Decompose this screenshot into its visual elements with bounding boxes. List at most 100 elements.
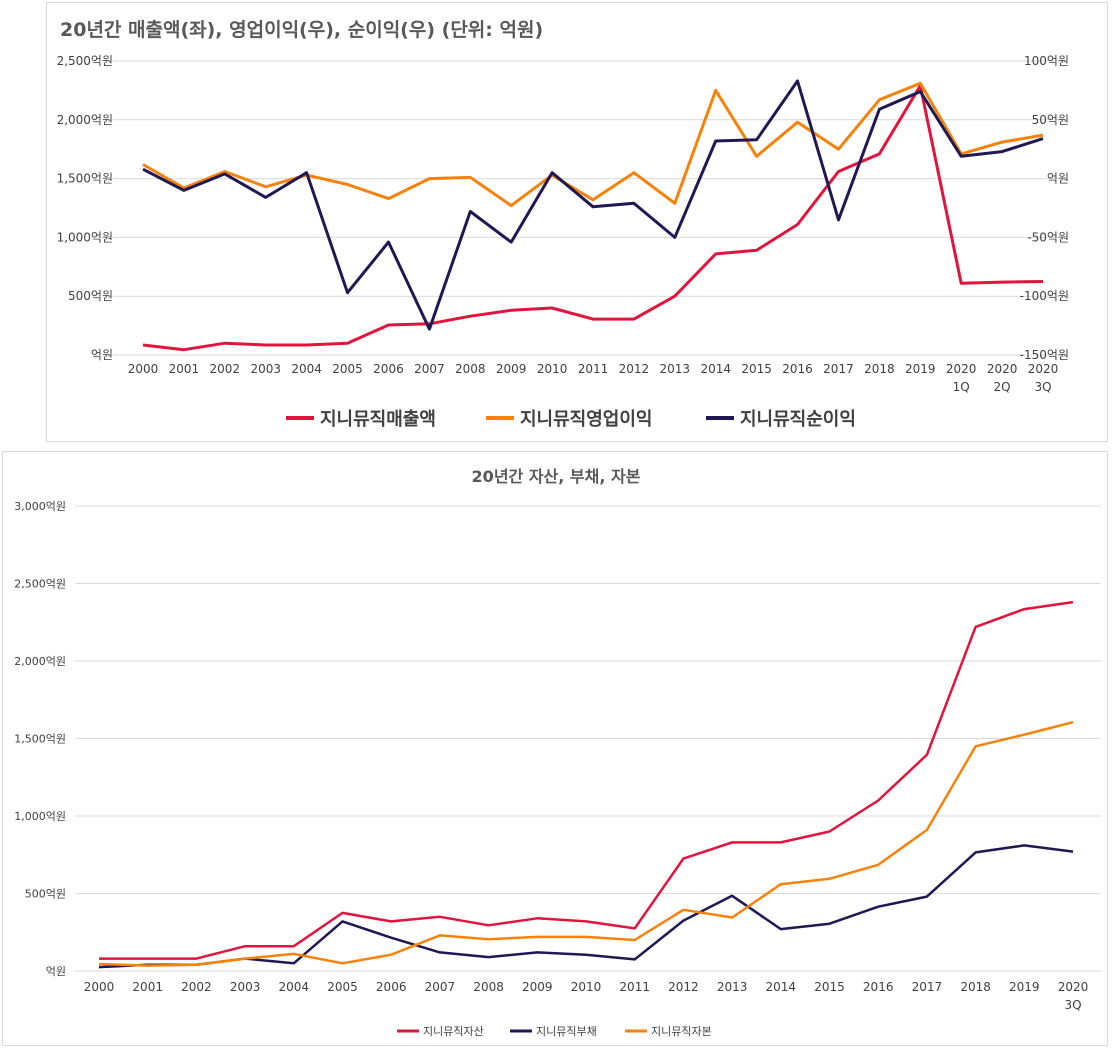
x-tick-label: 2008	[455, 362, 486, 376]
y-tick-label: 500억원	[25, 888, 66, 901]
x-tick-label: 2005	[327, 980, 358, 994]
legend-label: 지니뮤직순이익	[740, 409, 856, 430]
revenue-profit-chart-panel: 20년간 매출액(좌), 영업이익(우), 순이익(우) (단위: 억원) 2,5…	[46, 2, 1108, 442]
x-tick-label-line: 2001	[169, 362, 200, 376]
y-left-tick-label: 억원	[91, 348, 113, 362]
x-tick-label: 2000	[128, 362, 159, 376]
x-tick-label: 2019	[1009, 980, 1040, 994]
x-tick-label-line: 2007	[414, 362, 445, 376]
x-tick-label-line: 2014	[700, 362, 731, 376]
series-line	[99, 600, 1074, 960]
x-tick-label-line: 2001	[132, 980, 163, 994]
x-tick-label: 2014	[700, 362, 731, 376]
x-tick-label-line: 2000	[84, 980, 115, 994]
x-tick-label-line: 2011	[578, 362, 609, 376]
x-tick-label-line: 2011	[619, 980, 650, 994]
x-tick-label: 2019	[905, 362, 936, 376]
x-tick-label-line: 2008	[473, 980, 504, 994]
y-left-tick-label: 1,000억원	[57, 230, 113, 244]
x-tick-label-line: 2012	[619, 362, 650, 376]
x-tick-label-line: 3Q	[1034, 380, 1051, 394]
x-tick-label-line: 2010	[571, 980, 602, 994]
x-tick-label-line: 2007	[425, 980, 456, 994]
x-tick-label-line: 2000	[128, 362, 159, 376]
x-tick-label-line: 2013	[660, 362, 691, 376]
y-right-tick-label: 억원	[1047, 172, 1069, 186]
x-tick-label-line: 2013	[717, 980, 748, 994]
series-line	[142, 84, 1044, 352]
x-tick-label: 2011	[578, 362, 609, 376]
asset-liability-equity-chart: 20년간 자산, 부채, 자본 3,000억원 2,500억원 2,000억원 1,50…	[14, 467, 1101, 1038]
y-tick-label: 2,500억원	[14, 578, 66, 591]
x-tick-label-line: 2018	[864, 362, 895, 376]
revenue-profit-chart: 20년간 매출액(좌), 영업이익(우), 순이익(우) (단위: 억원) 2,5…	[57, 19, 1069, 430]
x-tick-label: 2009	[522, 980, 553, 994]
series-line	[98, 720, 1074, 967]
x-tick-label: 2012	[619, 362, 650, 376]
x-tick-label-line: 2020	[946, 362, 977, 376]
asset-liability-equity-chart-panel: 20년간 자산, 부채, 자본 3,000억원 2,500억원 2,000억원 1,50…	[2, 451, 1108, 1046]
y-right-tick-label: -50억원	[1027, 230, 1069, 244]
x-tick-label: 2002	[181, 980, 212, 994]
x-tick-label-line: 2010	[537, 362, 568, 376]
chart-title: 20년간 매출액(좌), 영업이익(우), 순이익(우) (단위: 억원)	[60, 19, 543, 41]
y-right-tick-label: -100억원	[1020, 289, 1069, 303]
x-tick-label: 2013	[660, 362, 691, 376]
x-tick-label: 2007	[414, 362, 445, 376]
x-tick-label-line: 2020	[1058, 980, 1089, 994]
y-left-tick-label: 2,500억원	[57, 54, 113, 68]
x-tick-label-line: 2016	[863, 980, 894, 994]
x-tick-label: 2016	[863, 980, 894, 994]
x-tick-label: 2006	[373, 362, 404, 376]
x-tick-label-line: 2009	[496, 362, 527, 376]
x-tick-label-line: 2003	[250, 362, 281, 376]
x-tick-label: 2009	[496, 362, 527, 376]
x-tick-label: 2010	[571, 980, 602, 994]
y-right-tick-label: 50억원	[1032, 113, 1069, 127]
y-right-tick-label: -150억원	[1020, 348, 1069, 362]
x-tick-label-line: 2005	[327, 980, 358, 994]
x-tick-label-line: 2006	[373, 362, 404, 376]
y-tick-label: 2,000억원	[14, 655, 66, 668]
y-tick-label: 억원	[46, 965, 66, 978]
x-tick-label: 2017	[823, 362, 854, 376]
legend-label: 지니뮤직자산	[423, 1025, 484, 1038]
x-tick-label: 2001	[169, 362, 200, 376]
x-tick-label-line: 2020	[1028, 362, 1059, 376]
x-tick-label: 2010	[537, 362, 568, 376]
x-tick-label-line: 2016	[782, 362, 813, 376]
x-tick-label-line: 2018	[960, 980, 991, 994]
x-tick-label-line: 2003	[230, 980, 261, 994]
series-line	[142, 79, 1044, 331]
x-tick-label-line: 1Q	[953, 380, 970, 394]
x-tick-label: 2015	[814, 980, 845, 994]
x-tick-label: 2018	[960, 980, 991, 994]
x-tick-label-line: 2005	[332, 362, 363, 376]
y-tick-label: 1,000억원	[14, 810, 66, 823]
x-tick-label-line: 2019	[905, 362, 936, 376]
x-tick-label: 2020 3Q	[1058, 980, 1089, 1012]
x-tick-label-line: 2017	[912, 980, 943, 994]
x-tick-label: 2020 2Q	[987, 362, 1018, 394]
x-tick-label: 2018	[864, 362, 895, 376]
x-tick-label-line: 2004	[291, 362, 322, 376]
x-tick-label-line: 2006	[376, 980, 407, 994]
x-tick-label: 2013	[717, 980, 748, 994]
x-tick-label: 2020 1Q	[946, 362, 977, 394]
x-tick-label-line: 2002	[181, 980, 212, 994]
x-tick-label-line: 2009	[522, 980, 553, 994]
x-tick-label: 2011	[619, 980, 650, 994]
y-left-tick-label: 500억원	[68, 289, 113, 303]
x-tick-label: 2000	[84, 980, 115, 994]
legend-label: 지니뮤직부채	[536, 1025, 597, 1038]
x-tick-label: 2006	[376, 980, 407, 994]
x-tick-label: 2007	[425, 980, 456, 994]
x-tick-label-line: 2015	[741, 362, 772, 376]
y-right-tick-label: 100억원	[1024, 54, 1069, 68]
x-tick-label-line: 2008	[455, 362, 486, 376]
x-tick-label: 2015	[741, 362, 772, 376]
x-tick-label: 2004	[291, 362, 322, 376]
legend-label: 지니뮤직매출액	[320, 409, 436, 430]
x-tick-label: 2003	[230, 980, 261, 994]
legend-label: 지니뮤직자본	[651, 1025, 712, 1038]
